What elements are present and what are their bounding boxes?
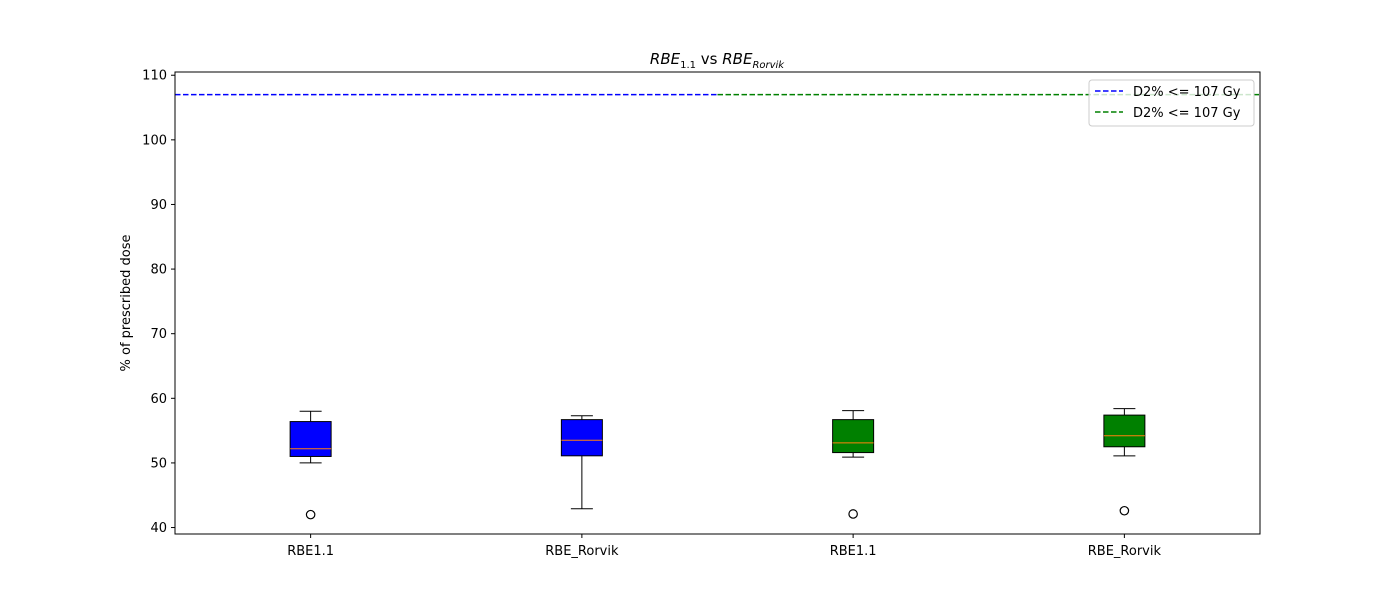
y-tick-label: 50 <box>150 456 167 471</box>
box-body <box>560 419 603 457</box>
legend-label-1: D2% <= 107 Gy <box>1133 85 1241 100</box>
title-a-base: RBE <box>650 50 681 68</box>
axes: 40 50 60 70 80 90 100 110 RBE1.1 RBE_Rorvik RBE1.1… <box>142 69 1261 559</box>
legend: D2% <= 107 Gy D2% <= 107 Gy <box>1088 79 1255 127</box>
legend-label-2: D2% <= 107 Gy <box>1133 106 1241 121</box>
title-b-base: RBE <box>722 50 753 68</box>
x-tick-label: RBE1.1 <box>830 544 877 559</box>
y-tick-label: 110 <box>142 69 167 84</box>
box-4 <box>1103 408 1146 516</box>
box-body <box>289 421 332 457</box>
y-tick-label: 70 <box>150 327 167 342</box>
box-1 <box>289 410 332 520</box>
axes-frame <box>174 71 1261 535</box>
title-vs: vs <box>696 50 722 68</box>
outlier-point <box>1119 505 1130 516</box>
title-a-sub: 1.1 <box>680 60 696 71</box>
y-axis-label: % of prescribed dose <box>119 235 134 372</box>
plot-area <box>175 93 1260 520</box>
y-tick-label: 90 <box>150 198 167 213</box>
outlier-point <box>848 509 858 519</box>
legend-frame <box>1088 79 1255 127</box>
chart-title: RBE1.1 vs RBERorvik <box>650 50 785 71</box>
box-3 <box>832 410 875 519</box>
y-tick-label: 60 <box>150 392 167 407</box>
y-tick-label: 80 <box>150 263 167 278</box>
box-2 <box>560 415 603 510</box>
y-tick-label: 40 <box>150 521 167 536</box>
title-b-sub: Rorvik <box>752 60 785 71</box>
box-body <box>1103 414 1146 448</box>
box-body <box>832 419 875 454</box>
x-tick-label: RBE1.1 <box>287 544 334 559</box>
x-tick-label: RBE_Rorvik <box>545 544 619 559</box>
outlier-point <box>305 509 316 520</box>
x-tick-label: RBE_Rorvik <box>1088 544 1162 559</box>
y-tick-label: 100 <box>142 133 167 148</box>
